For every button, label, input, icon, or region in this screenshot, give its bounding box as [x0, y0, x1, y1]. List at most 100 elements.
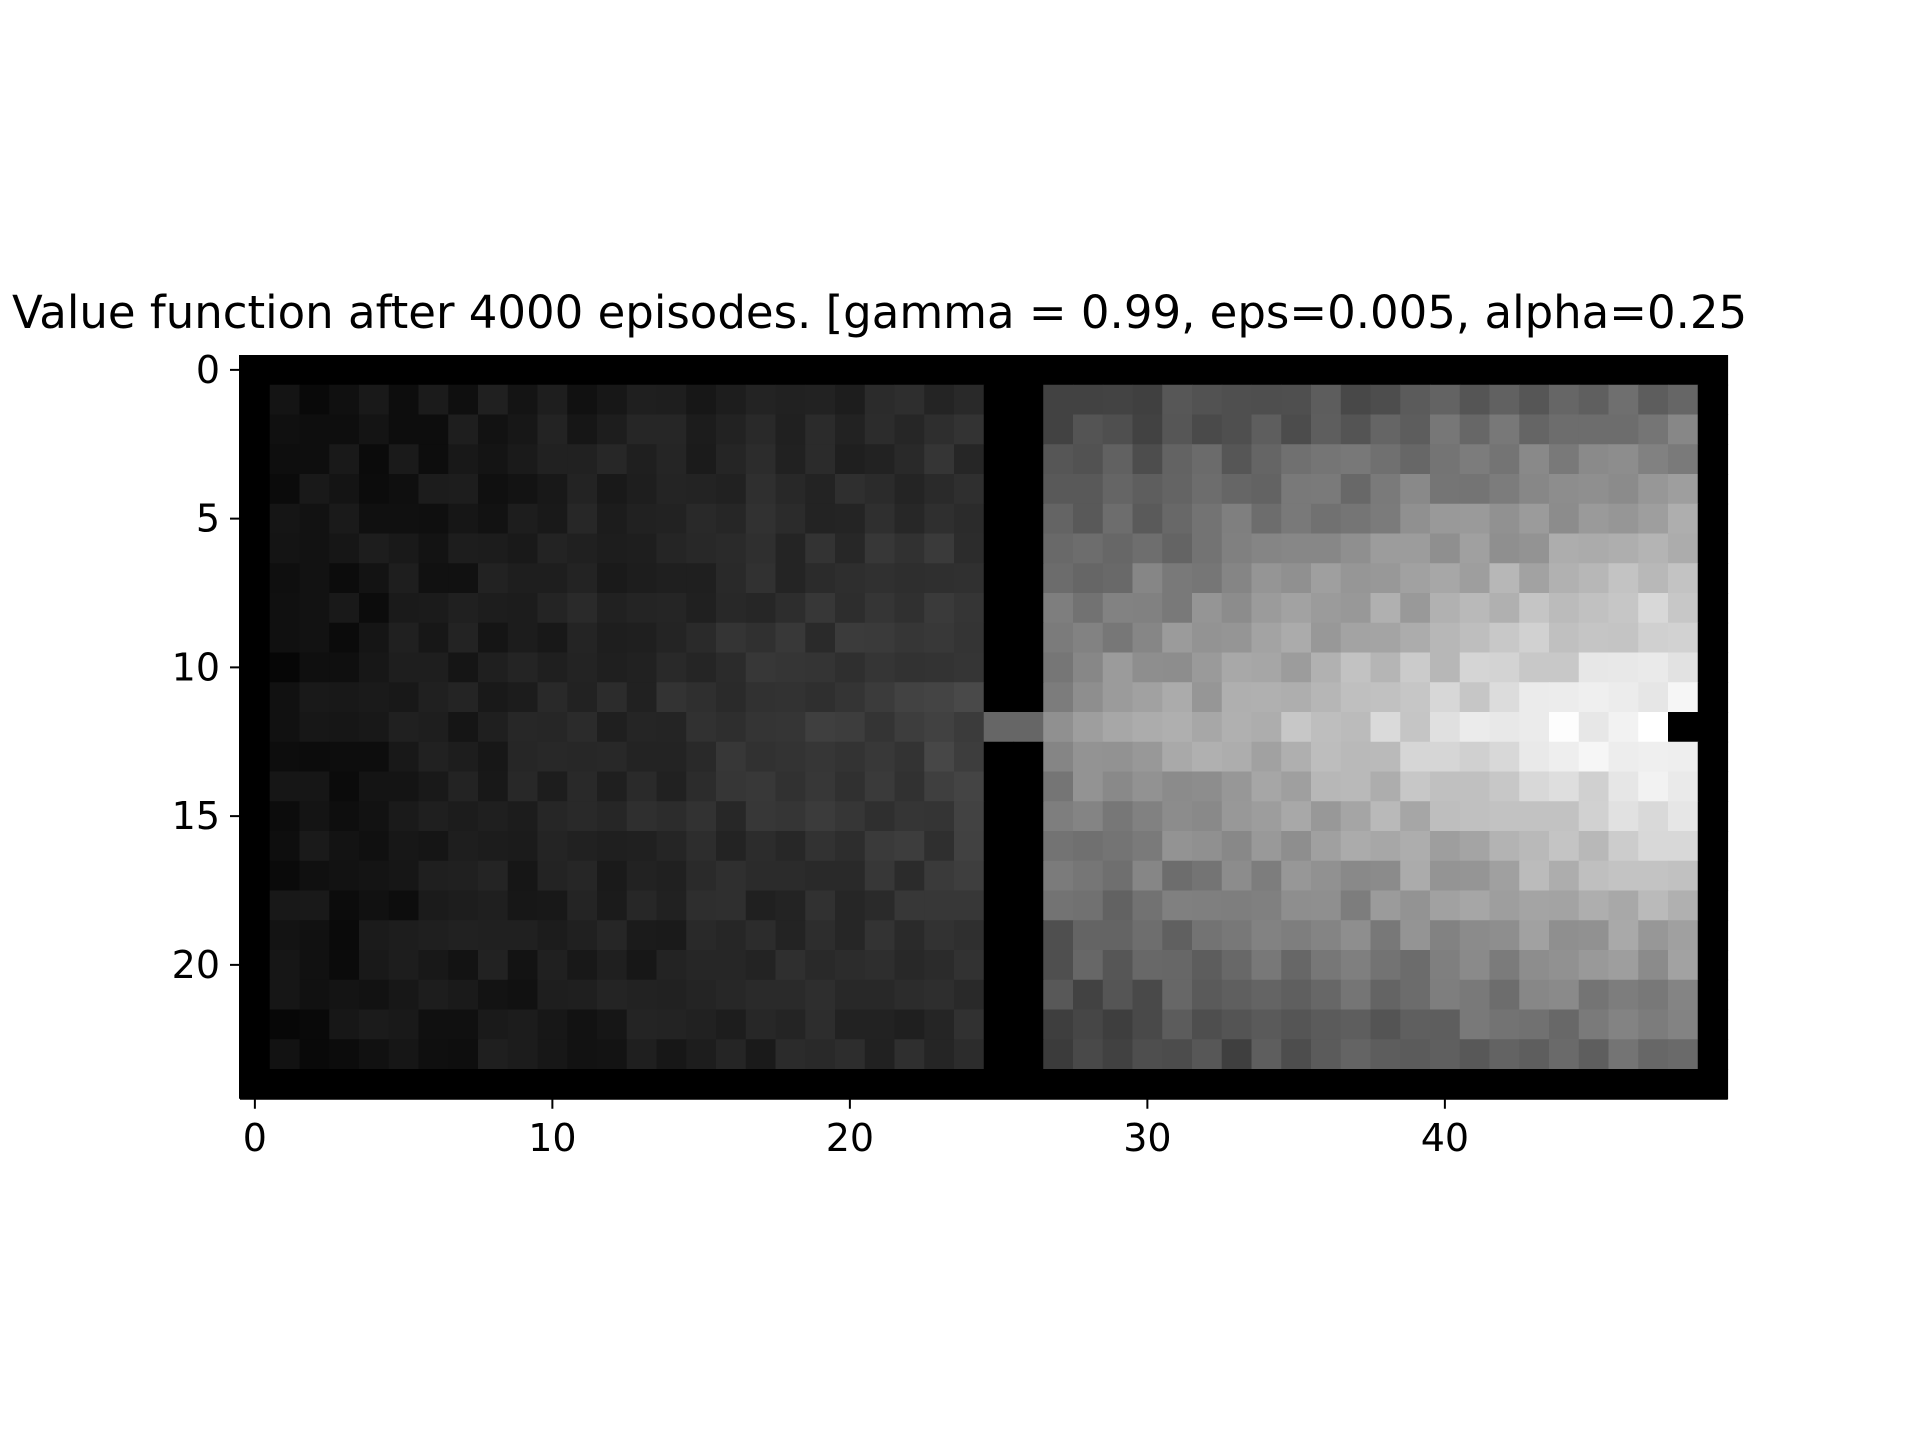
heatmap-cell: [507, 533, 539, 564]
heatmap-cell: [448, 890, 479, 921]
heatmap-cell: [388, 771, 420, 802]
heatmap-cell: [716, 771, 747, 802]
heatmap-cell: [1162, 1039, 1193, 1070]
heatmap-cell: [1608, 920, 1639, 951]
x-tick-label: 20: [826, 1116, 874, 1160]
heatmap-cell: [1697, 474, 1729, 505]
heatmap-cell: [1519, 593, 1550, 624]
heatmap-cell: [1162, 355, 1193, 386]
heatmap-cell: [418, 1069, 449, 1100]
heatmap-cell: [1608, 563, 1639, 594]
heatmap-cell: [478, 801, 509, 832]
heatmap-cell: [269, 771, 301, 802]
heatmap-cell: [448, 979, 479, 1011]
heatmap-cell: [1311, 1069, 1342, 1100]
heatmap-cell: [656, 890, 687, 921]
heatmap-cell: [775, 682, 806, 713]
heatmap-cell: [359, 890, 390, 921]
heatmap-cell: [805, 741, 836, 773]
heatmap-cell: [448, 771, 479, 802]
heatmap-cell: [1638, 444, 1669, 475]
heatmap-cell: [1043, 860, 1074, 892]
heatmap-cell: [1400, 384, 1431, 416]
heatmap-cell: [656, 712, 687, 743]
heatmap-cell: [1549, 593, 1580, 624]
heatmap-cell: [745, 771, 777, 802]
heatmap-cell: [1251, 1009, 1282, 1040]
heatmap-cell: [329, 890, 360, 921]
heatmap-cell: [1043, 593, 1074, 624]
heatmap-cell: [656, 860, 687, 892]
heatmap-cell: [686, 1069, 717, 1100]
heatmap-cell: [1043, 1039, 1074, 1070]
heatmap-cell: [418, 1009, 449, 1040]
heatmap-cell: [1549, 474, 1580, 505]
heatmap-cell: [1340, 741, 1372, 773]
heatmap-cell: [1251, 593, 1282, 624]
heatmap-cell: [1668, 563, 1699, 594]
heatmap-cell: [329, 979, 360, 1011]
heatmap-cell: [1043, 741, 1074, 773]
heatmap-cell: [1221, 384, 1253, 416]
heatmap-cell: [1340, 474, 1372, 505]
heatmap-cell: [537, 920, 568, 951]
heatmap-cell: [1668, 979, 1699, 1011]
heatmap-cell: [597, 414, 628, 445]
heatmap-cell: [1489, 682, 1520, 713]
heatmap-cell: [329, 533, 360, 564]
heatmap-cell: [1221, 1039, 1253, 1070]
heatmap-cell: [448, 563, 479, 594]
heatmap-cell: [1430, 355, 1461, 386]
heatmap-cell: [1578, 1039, 1610, 1070]
heatmap-cell: [388, 1009, 420, 1040]
heatmap-cell: [240, 682, 271, 713]
heatmap-cell: [1102, 474, 1134, 505]
heatmap-cell: [924, 950, 955, 981]
heatmap-cell: [1311, 384, 1342, 416]
heatmap-cell: [567, 652, 598, 683]
heatmap-cell: [240, 801, 271, 832]
heatmap-cell: [418, 712, 449, 743]
heatmap-cell: [1340, 801, 1372, 832]
heatmap-cell: [240, 979, 271, 1011]
heatmap-cell: [1132, 384, 1163, 416]
heatmap-cell: [1132, 920, 1163, 951]
heatmap-cell: [537, 474, 568, 505]
heatmap-cell: [299, 1039, 330, 1070]
heatmap-cell: [1281, 682, 1312, 713]
heatmap-cell: [269, 712, 301, 743]
heatmap-cell: [329, 474, 360, 505]
heatmap-cell: [1608, 503, 1639, 535]
heatmap-cell: [1162, 1069, 1193, 1100]
heatmap-cell: [1430, 801, 1461, 832]
heatmap-cell: [1043, 384, 1074, 416]
heatmap-cell: [745, 622, 777, 654]
heatmap-cell: [1073, 979, 1104, 1011]
heatmap-cell: [656, 414, 687, 445]
y-tick-label: 15: [172, 794, 220, 838]
heatmap-cell: [537, 533, 568, 564]
heatmap-cell: [745, 831, 777, 862]
heatmap-cell: [329, 682, 360, 713]
heatmap-cell: [537, 503, 568, 535]
heatmap-cell: [1162, 771, 1193, 802]
heatmap-cell: [1578, 860, 1610, 892]
heatmap-cell: [1430, 860, 1461, 892]
heatmap-cell: [1608, 979, 1639, 1011]
heatmap-cell: [1102, 682, 1134, 713]
heatmap-cell: [1221, 1069, 1253, 1100]
heatmap-cell: [1013, 355, 1044, 386]
heatmap-cell: [1697, 533, 1729, 564]
heatmap-cell: [1221, 652, 1253, 683]
heatmap-cell: [894, 384, 925, 416]
heatmap-cell: [478, 1039, 509, 1070]
heatmap-cell: [1043, 712, 1074, 743]
heatmap-cell: [567, 563, 598, 594]
heatmap-cell: [924, 1039, 955, 1070]
heatmap-cell: [448, 1069, 479, 1100]
heatmap-cell: [1162, 950, 1193, 981]
heatmap-cell: [894, 831, 925, 862]
heatmap-cell: [1192, 890, 1223, 921]
heatmap-cell: [983, 979, 1015, 1011]
heatmap-cell: [269, 831, 301, 862]
